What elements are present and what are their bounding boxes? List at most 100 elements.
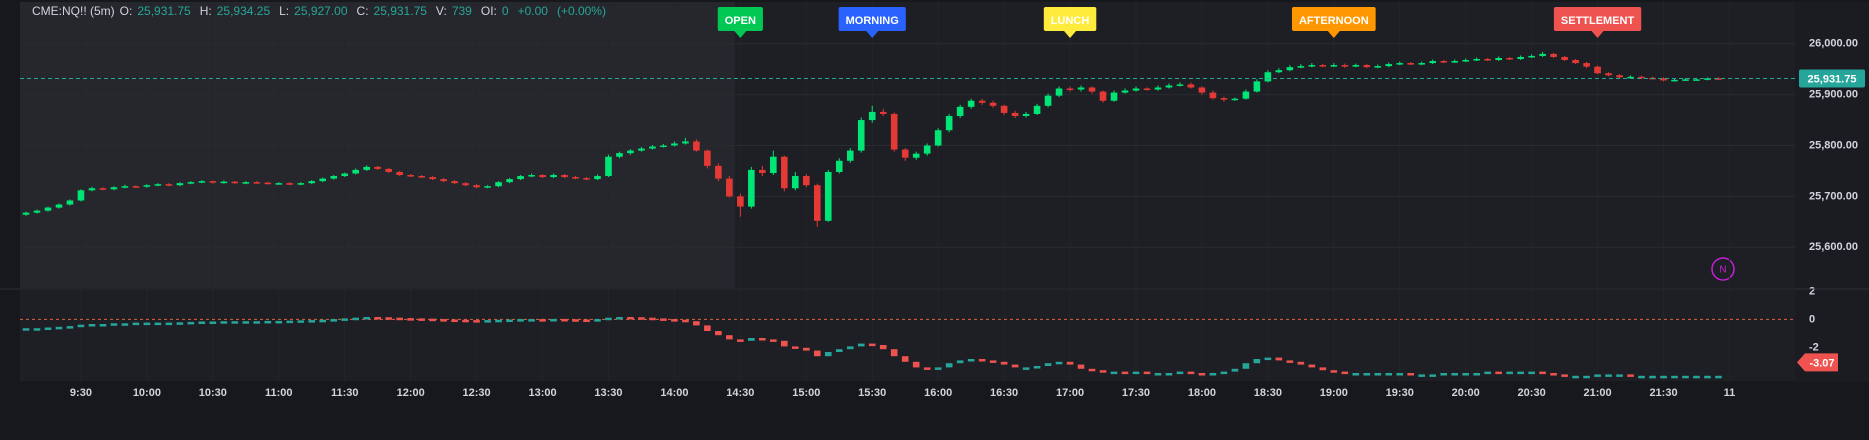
osc-current-box [1797,353,1838,372]
session-marker-pointer [1591,31,1604,38]
candle-body [594,176,601,180]
candle-body [528,175,535,177]
osc-bar [330,319,338,322]
candle-body [110,187,118,190]
osc-bar [506,319,513,323]
candle-body [572,177,579,179]
osc-bar [1704,375,1711,379]
osc-bar [1121,371,1129,375]
osc-bar [1231,368,1239,372]
osc-bar [187,321,195,325]
osc-bar [1110,371,1118,375]
osc-bar [1253,359,1261,364]
osc-bar [143,322,151,326]
y-tick-label: 26,000.00 [1809,38,1858,50]
osc-bar [231,321,239,324]
candle-body [1462,60,1469,62]
candle-body [1704,78,1711,80]
osc-bar [1715,375,1722,379]
candle-body [319,178,327,182]
candle-body [1451,61,1458,63]
osc-bar [1429,374,1437,377]
x-tick-label: 11 [1724,387,1736,399]
osc-bar [1605,374,1612,377]
candle-body [1121,90,1129,93]
x-tick-label: 12:30 [463,387,491,399]
candle-body [462,183,469,186]
candle-body [1517,56,1524,59]
candle-body [550,175,557,178]
candle-body [1220,98,1228,100]
candle-body [1330,65,1338,67]
field-label: L: [279,4,290,18]
osc-bar [1693,375,1700,379]
candle-body [418,176,425,178]
x-tick-label: 10:00 [133,387,161,399]
legend-header: CME:NQ!! (5m) O: 25,931.75 H: 25,934.25 L: 25,… [32,4,615,18]
osc-bar [209,321,217,324]
osc-bar [770,339,777,342]
osc-bar [1418,374,1426,377]
candle-body [1583,63,1590,67]
candle-body [1022,113,1030,116]
candle-body [715,165,722,179]
osc-bar [132,322,140,326]
osc-bar [275,320,283,324]
osc-bar [1594,374,1601,377]
osc-bar [1352,373,1360,376]
candle-body [1539,53,1546,56]
change-pct: (+0.00%) [556,4,606,18]
candle-body [813,185,821,221]
y-tick-label: 25,700.00 [1809,190,1858,202]
candle-body [1561,56,1568,61]
symbol: CME:NQ!! (5m) [32,4,115,18]
candle-body [1165,85,1173,88]
candle-body [1143,88,1151,91]
candle-body [1110,92,1118,101]
candle-body [770,156,777,173]
candle-body [1605,73,1612,76]
candle-body [1286,67,1294,71]
candle-body [121,186,129,188]
osc-tick-label: -2 [1809,341,1819,353]
candle-body [539,175,546,178]
y-tick-label: 25,800.00 [1809,139,1858,151]
candle-body [308,181,316,184]
candle-body [1044,95,1052,106]
candle-body [385,168,392,172]
osc-bar [1363,373,1371,376]
field-value: 25,931.75 [373,4,427,18]
candle-body [956,106,964,116]
candle-body [1506,57,1513,60]
session-marker-box [1043,7,1097,31]
x-tick-label: 18:30 [1254,387,1282,399]
osc-bar [1385,373,1393,376]
osc-bar [253,321,261,324]
osc-bar [473,320,480,323]
badge[interactable]: N [1719,265,1726,276]
session-marker-label: MORNING [846,15,899,27]
candle-body [1198,87,1206,93]
candle-body [912,153,920,158]
candle-body [748,169,755,207]
candle-body [253,182,261,184]
candle-body [55,204,63,208]
candle-body [1495,57,1502,61]
candle-body [1374,66,1382,68]
osc-current-label: -3.07 [1809,357,1834,369]
osc-bar [550,318,557,322]
osc-bar [912,361,920,368]
badge-circle[interactable] [1711,257,1735,281]
session-marker: MORNING [838,7,906,38]
osc-bar [638,317,645,320]
session-marker-label: AFTERNOON [1299,15,1369,27]
candle-body [1033,105,1041,114]
session-marker-box [717,7,763,31]
osc-bar [1198,373,1206,376]
candle-body [176,183,184,186]
candle-body [824,171,832,221]
candle-body [1572,60,1579,64]
osc-bar [1660,375,1667,379]
osc-bar [242,321,250,324]
osc-bar [1066,361,1074,365]
